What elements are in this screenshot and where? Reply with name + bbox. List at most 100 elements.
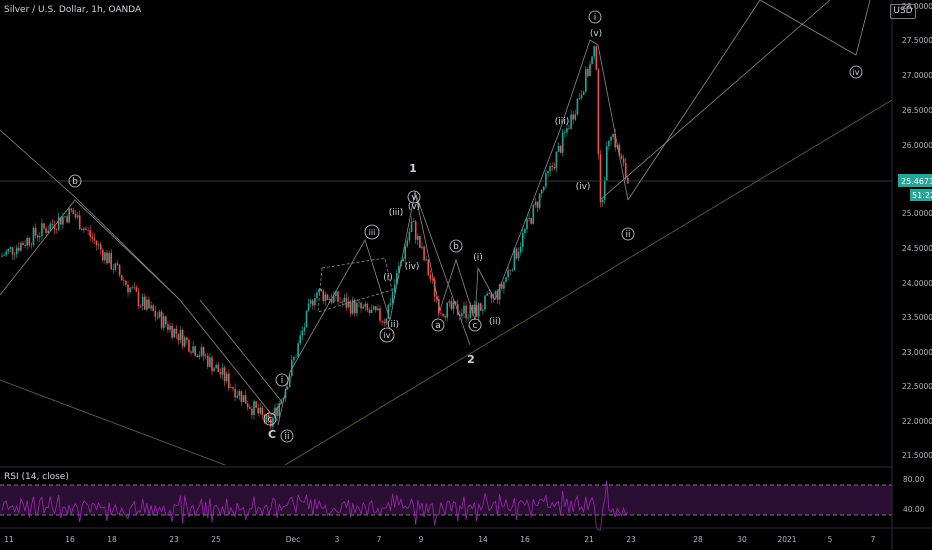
- candle-body: [351, 299, 354, 314]
- candle-body: [612, 133, 614, 137]
- candle-body: [102, 249, 104, 261]
- candle-body: [144, 296, 146, 310]
- time-tick: Dec: [286, 535, 301, 544]
- candle-body: [263, 414, 266, 423]
- candle-body: [391, 292, 394, 304]
- candle-body: [467, 317, 469, 319]
- price-tick: 21.50000: [902, 451, 932, 460]
- candle-body: [461, 313, 463, 317]
- candle-body: [307, 303, 310, 311]
- candle-body: [230, 387, 232, 388]
- support-trendline: [284, 99, 893, 466]
- candle-body: [587, 69, 589, 77]
- rsi-tick: 40.00: [903, 505, 925, 514]
- candle-body: [366, 303, 369, 310]
- time-tick: 5: [828, 535, 833, 544]
- lower-trendline: [0, 379, 226, 466]
- candle-body: [120, 274, 123, 281]
- candle-body: [154, 310, 157, 317]
- candle-body: [47, 230, 49, 233]
- candle-body: [545, 173, 547, 187]
- candle-body: [20, 242, 22, 251]
- candle-body: [454, 301, 457, 305]
- candle-body: [108, 252, 110, 264]
- candle-body: [309, 300, 312, 304]
- wave-label: 1: [409, 162, 417, 175]
- candle-body: [127, 284, 129, 293]
- candle-body: [429, 275, 432, 280]
- candle-body: [597, 69, 600, 155]
- candle-body: [519, 246, 522, 253]
- wave-label: iv: [384, 331, 391, 340]
- candle-body: [389, 303, 392, 305]
- candle-body: [135, 287, 138, 292]
- wave-c-triangle: [199, 299, 283, 416]
- candle-body: [398, 266, 400, 274]
- candle-body: [118, 265, 121, 275]
- candle-body: [276, 407, 278, 416]
- candle-body: [442, 314, 444, 317]
- candle-body: [238, 391, 241, 396]
- wave-label: ii: [625, 230, 630, 240]
- candle-body: [137, 291, 140, 307]
- candle-body: [513, 248, 516, 271]
- candle-body: [582, 91, 585, 95]
- candle-body: [186, 337, 188, 340]
- candle-body: [22, 242, 24, 245]
- candle-body: [377, 308, 379, 311]
- rsi-tick: 80.00: [903, 475, 925, 484]
- candle-body: [196, 355, 199, 358]
- candle-body: [202, 347, 205, 357]
- time-tick: 7: [377, 535, 382, 544]
- candle-body: [13, 254, 16, 255]
- candle-body: [463, 305, 465, 314]
- candle-body: [622, 158, 625, 164]
- candle-body: [78, 215, 81, 230]
- candle-body: [228, 373, 230, 388]
- candle-body: [620, 155, 623, 159]
- candle-body: [286, 387, 289, 390]
- candle-body: [490, 293, 493, 299]
- candle-body: [530, 218, 532, 224]
- candle-body: [167, 324, 169, 330]
- candle-body: [114, 263, 117, 270]
- wave-label: i: [281, 376, 284, 386]
- candle-body: [152, 305, 154, 311]
- candle-body: [15, 247, 18, 255]
- wave-label: (ii): [489, 317, 501, 327]
- candle-body: [181, 330, 184, 347]
- candle-body: [471, 304, 474, 314]
- candle-body: [589, 64, 591, 77]
- candle-body: [503, 281, 505, 289]
- candle-body: [219, 372, 222, 375]
- candle-body: [431, 279, 434, 280]
- candle-body: [564, 132, 566, 133]
- candle-body: [198, 355, 201, 358]
- candle-body: [381, 320, 383, 322]
- candle-body: [116, 263, 119, 266]
- candle-body: [288, 375, 291, 388]
- candle-body: [217, 364, 220, 373]
- candle-body: [425, 259, 427, 261]
- candle-body: [501, 284, 503, 289]
- candle-body: [347, 301, 350, 308]
- candle-body: [171, 325, 173, 338]
- candle-body: [36, 235, 39, 238]
- candle-body: [614, 133, 616, 148]
- candle-body: [557, 146, 560, 152]
- candle-body: [505, 277, 507, 282]
- candle-body: [39, 235, 41, 238]
- candle-body: [511, 270, 514, 271]
- candle-body: [55, 229, 58, 230]
- wave-lines: [0, 0, 871, 426]
- currency-button[interactable]: USD: [890, 4, 916, 19]
- candle-body: [162, 316, 165, 328]
- candle-body: [43, 223, 45, 229]
- time-tick: 9: [419, 535, 424, 544]
- candle-body: [188, 339, 190, 352]
- wave-label: (iv): [576, 182, 591, 192]
- candle-body: [444, 316, 446, 318]
- wave-channel: [599, 0, 831, 201]
- candle-body: [215, 364, 217, 369]
